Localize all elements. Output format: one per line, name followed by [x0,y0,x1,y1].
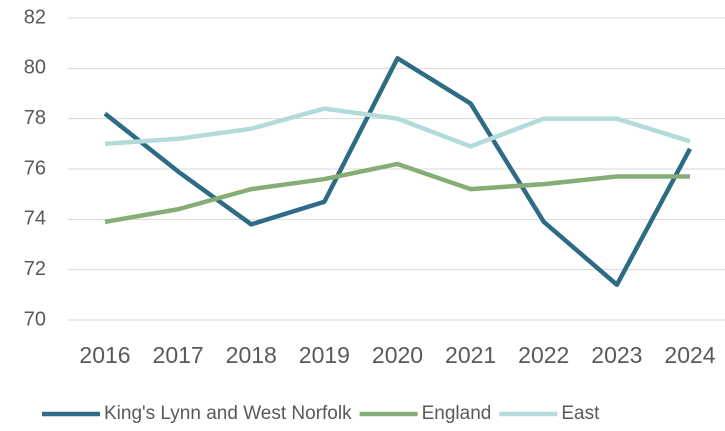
legend-label: King's Lynn and West Norfolk [104,403,352,424]
x-tick-label: 2024 [664,342,715,368]
x-tick-label: 2018 [226,342,277,368]
series-line [103,56,692,288]
x-tick-label: 2020 [372,342,423,368]
y-tick-label: 76 [24,157,46,179]
series-line [104,161,690,225]
y-tick-label: 78 [24,107,46,129]
y-tick-label: 70 [24,308,46,330]
y-tick-label: 74 [24,208,46,230]
x-tick-label: 2019 [299,342,350,368]
x-tick-label: 2021 [445,342,496,368]
x-tick-label: 2017 [153,342,204,368]
x-tick-label: 2022 [518,342,569,368]
y-tick-label: 82 [24,6,46,28]
y-tick-label: 80 [24,57,46,79]
y-tick-label: 72 [24,258,46,280]
x-tick-label: 2016 [79,342,130,368]
x-tick-label: 2023 [591,342,642,368]
series-line [104,106,691,149]
legend-label: England [422,403,492,424]
legend-label: East [561,403,600,424]
